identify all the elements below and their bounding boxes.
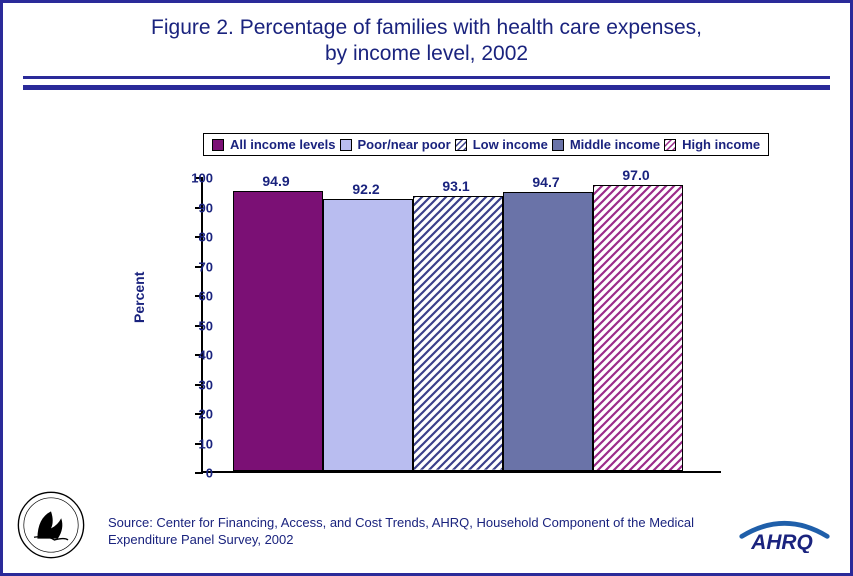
legend-swatch bbox=[340, 139, 352, 151]
ahrq-logo-text: AHRQ bbox=[750, 531, 813, 553]
legend-swatch bbox=[455, 139, 467, 151]
y-tick-label: 90 bbox=[183, 200, 213, 215]
legend-swatch bbox=[664, 139, 676, 151]
bar-value-label: 92.2 bbox=[352, 181, 379, 197]
ahrq-logo-icon: AHRQ bbox=[737, 515, 832, 555]
legend-label: Middle income bbox=[570, 137, 660, 152]
bar bbox=[503, 192, 593, 471]
legend: All income levels Poor/near poor Low inc… bbox=[203, 133, 769, 156]
legend-label: High income bbox=[682, 137, 760, 152]
figure-title: Figure 2. Percentage of families with he… bbox=[23, 15, 830, 68]
legend-swatch bbox=[212, 139, 224, 151]
legend-label: Poor/near poor bbox=[358, 137, 451, 152]
y-tick-label: 30 bbox=[183, 377, 213, 392]
source-text: Source: Center for Financing, Access, an… bbox=[108, 515, 730, 549]
legend-label: All income levels bbox=[230, 137, 336, 152]
bar bbox=[233, 191, 323, 471]
plot bbox=[201, 178, 721, 473]
bar-value-label: 94.7 bbox=[532, 174, 559, 190]
legend-swatch bbox=[552, 139, 564, 151]
legend-label: Low income bbox=[473, 137, 548, 152]
title-divider bbox=[23, 85, 830, 90]
y-tick-label: 80 bbox=[183, 230, 213, 245]
y-tick-label: 10 bbox=[183, 436, 213, 451]
y-tick-label: 50 bbox=[183, 318, 213, 333]
y-tick-label: 70 bbox=[183, 259, 213, 274]
y-tick-label: 60 bbox=[183, 289, 213, 304]
y-tick-label: 20 bbox=[183, 407, 213, 422]
chart-area: All income levels Poor/near poor Low inc… bbox=[123, 133, 743, 503]
bar-value-label: 93.1 bbox=[442, 178, 469, 194]
bar bbox=[593, 185, 683, 471]
y-tick-label: 0 bbox=[183, 466, 213, 481]
y-tick-label: 40 bbox=[183, 348, 213, 363]
bar-value-label: 94.9 bbox=[262, 173, 289, 189]
y-tick-label: 100 bbox=[183, 171, 213, 186]
title-box: Figure 2. Percentage of families with he… bbox=[23, 15, 830, 79]
hhs-seal-icon bbox=[17, 491, 85, 559]
figure-container: Figure 2. Percentage of families with he… bbox=[0, 0, 853, 576]
bar-value-label: 97.0 bbox=[622, 167, 649, 183]
bar bbox=[323, 199, 413, 471]
y-axis-label: Percent bbox=[131, 272, 147, 323]
bar bbox=[413, 196, 503, 471]
